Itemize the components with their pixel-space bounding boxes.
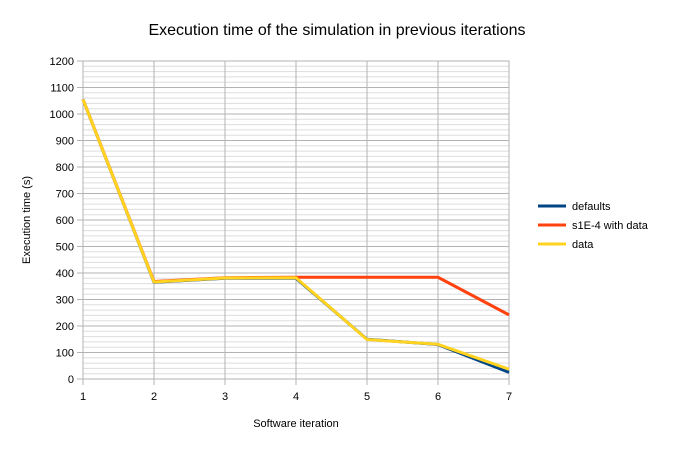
- y-tick-label: 100: [56, 348, 74, 360]
- y-tick-label: 900: [56, 136, 74, 148]
- x-tick-label: 5: [364, 391, 370, 403]
- x-tick-label: 4: [293, 391, 299, 403]
- y-tick-label: 600: [56, 215, 74, 227]
- chart-title: Execution time of the simulation in prev…: [148, 22, 525, 39]
- x-tick-label: 6: [435, 391, 441, 403]
- x-tick-label: 1: [80, 391, 86, 403]
- legend-label: s1E-4 with data: [572, 220, 649, 232]
- x-tick-label: 2: [151, 391, 157, 403]
- y-axis-label: Execution time (s): [21, 176, 33, 264]
- x-tick-label: 7: [506, 391, 512, 403]
- y-tick-label: 300: [56, 295, 74, 307]
- legend-item: data: [538, 239, 594, 251]
- series-line-data: [81, 98, 510, 371]
- x-tick-label: 3: [222, 391, 228, 403]
- y-tick-label: 200: [56, 321, 74, 333]
- legend-item: defaults: [538, 201, 611, 213]
- y-tick-label: 800: [56, 162, 74, 174]
- x-axis-label: Software iteration: [253, 418, 339, 430]
- y-tick-label: 1100: [50, 83, 74, 95]
- legend: defaults s1E-4 with data data: [538, 201, 649, 251]
- y-tick-label: 1000: [50, 109, 74, 121]
- legend-item: s1E-4 with data: [538, 220, 649, 232]
- y-tick-label: 400: [56, 268, 74, 280]
- series-lines: [81, 98, 510, 374]
- x-axis-ticks: 1 2 3 4 5 6 7: [80, 379, 512, 403]
- legend-label: data: [572, 239, 594, 251]
- legend-label: defaults: [572, 201, 611, 213]
- y-tick-label: 0: [68, 374, 74, 386]
- y-tick-label: 500: [56, 242, 74, 254]
- y-axis-ticks: 0 100 200 300 400 500 600 700 800 900 1000 1100 1200: [50, 56, 83, 386]
- y-tick-label: 1200: [50, 56, 74, 68]
- y-tick-label: 700: [56, 189, 74, 201]
